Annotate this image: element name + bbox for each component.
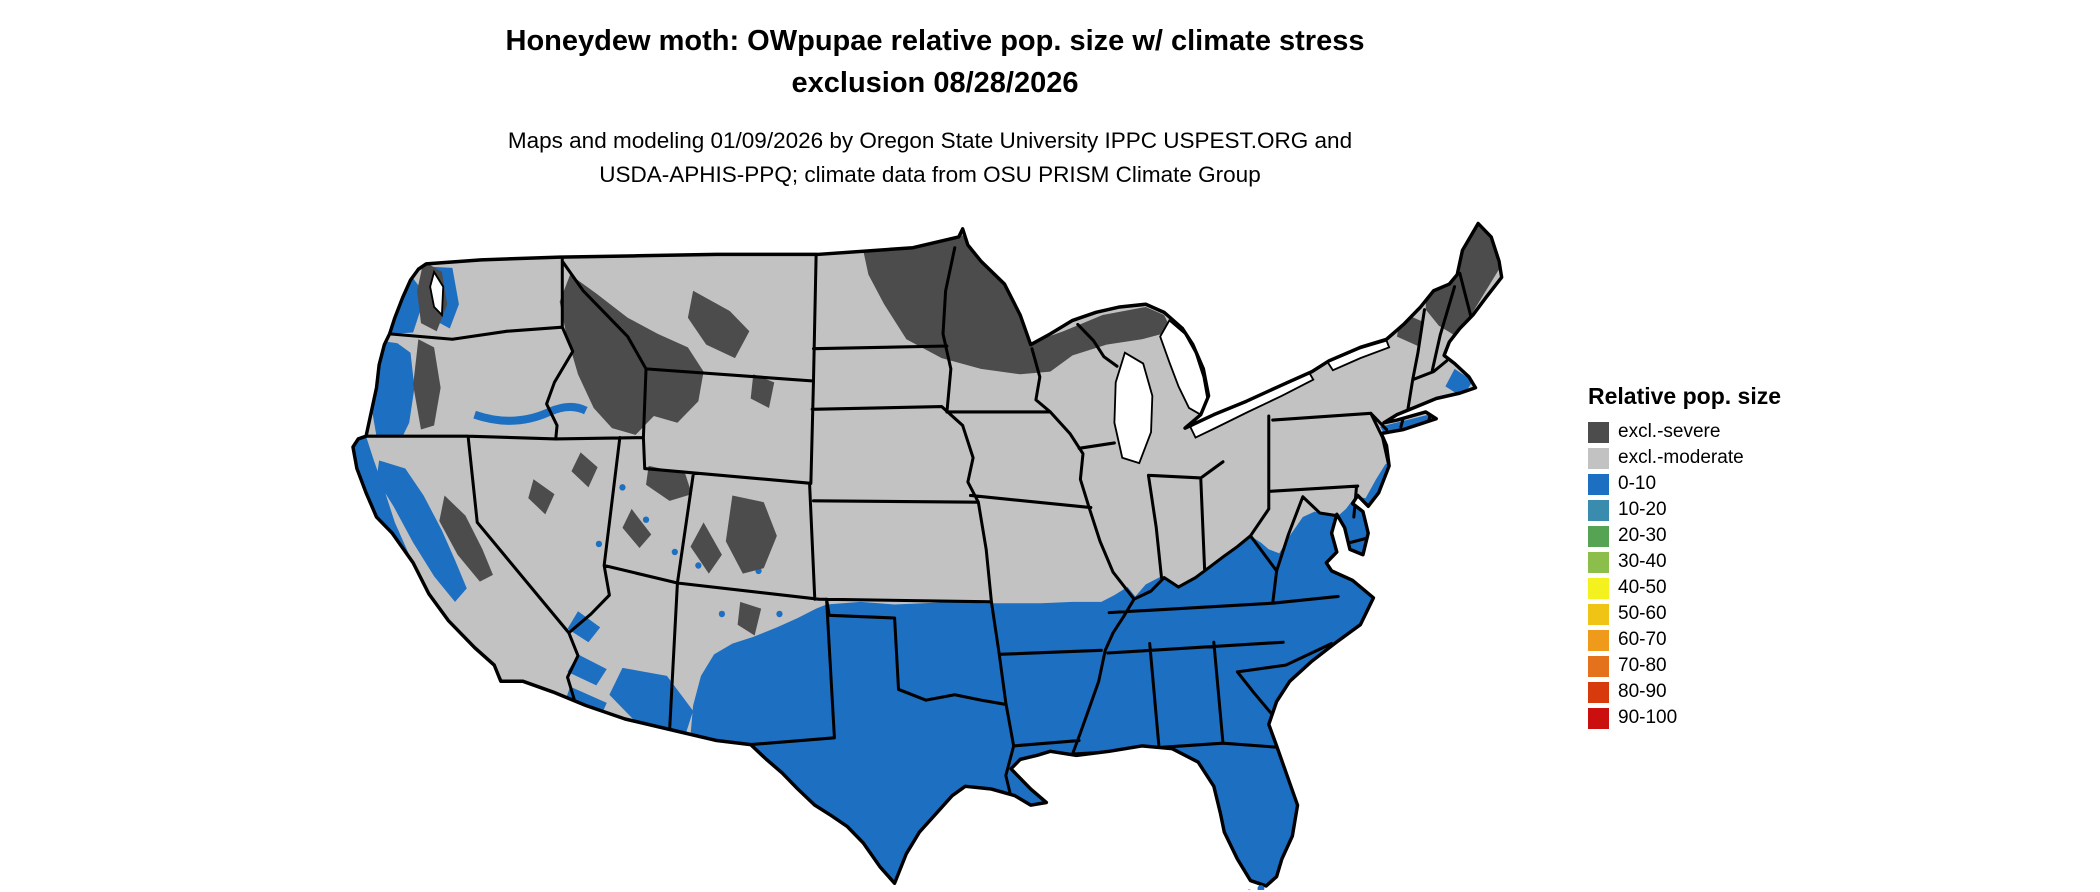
legend-item: 90-100 [1588,705,1781,731]
subtitle-line-2: USDA-APHIS-PPQ; climate data from OSU PR… [599,161,1261,187]
legend-swatch [1588,629,1609,651]
legend-item: 30-40 [1588,549,1781,575]
legend-label: 70-80 [1618,655,1667,676]
page-subtitle: Maps and modeling 01/09/2026 by Oregon S… [0,124,1860,192]
legend-label: 0-10 [1618,473,1657,494]
legend-label: 50-60 [1618,603,1667,624]
legend-item: excl.-severe [1588,419,1781,445]
legend-label: excl.-severe [1618,421,1721,442]
legend-label: 30-40 [1618,551,1667,572]
florida-keys [1247,885,1265,890]
legend-item: 60-70 [1588,627,1781,653]
title-line-2: exclusion 08/28/2026 [791,67,1079,100]
legend-label: 10-20 [1618,499,1667,520]
great-lakes [429,269,1391,465]
legend-label: 80-90 [1618,681,1667,702]
legend-swatch [1588,603,1609,625]
legend-swatch [1588,499,1609,521]
subtitle-line-1: Maps and modeling 01/09/2026 by Oregon S… [507,128,1353,153]
legend-item: 40-50 [1588,575,1781,601]
legend-label: 60-70 [1618,629,1667,650]
legend-swatch [1588,681,1609,703]
legend-item: 70-80 [1588,653,1781,679]
page-title: Honeydew moth: OWpupae relative pop. siz… [0,20,1870,104]
legend-item: excl.-moderate [1588,445,1781,471]
state-borders [364,246,1474,810]
legend-item: 10-20 [1588,497,1781,523]
legend-swatch [1588,707,1609,729]
lake-michigan [1113,351,1154,465]
legend-swatch [1588,551,1609,573]
legend-rows: excl.-severe excl.-moderate 0-10 10-20 20-30… [1588,419,1781,731]
us-map-svg [351,221,1504,890]
legend-swatch [1588,421,1609,443]
legend-swatch [1588,447,1609,469]
legend-title: Relative pop. size [1588,383,1782,409]
legend-item: 0-10 [1588,471,1781,497]
us-outline [351,221,1504,888]
legend-swatch [1588,525,1609,547]
legend-item: 80-90 [1588,679,1781,705]
us-map [298,210,1554,890]
legend-label: 40-50 [1618,577,1667,598]
legend-swatch [1588,577,1609,599]
map-legend: Relative pop. size excl.-severe excl.-mod… [1588,383,1781,731]
legend-item: 20-30 [1588,523,1781,549]
title-line-1: Honeydew moth: OWpupae relative pop. siz… [505,25,1365,57]
legend-label: 90-100 [1618,707,1678,728]
puget-sound [429,269,445,318]
legend-item: 50-60 [1588,601,1781,627]
legend-swatch [1588,655,1609,677]
legend-label: excl.-moderate [1618,447,1744,468]
legend-swatch [1588,473,1609,495]
legend-label: 20-30 [1618,525,1667,546]
